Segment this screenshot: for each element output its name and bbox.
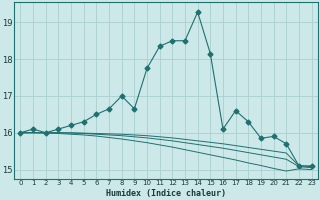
X-axis label: Humidex (Indice chaleur): Humidex (Indice chaleur) xyxy=(106,189,226,198)
